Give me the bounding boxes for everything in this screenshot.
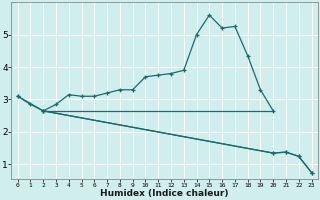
X-axis label: Humidex (Indice chaleur): Humidex (Indice chaleur) xyxy=(100,189,229,198)
